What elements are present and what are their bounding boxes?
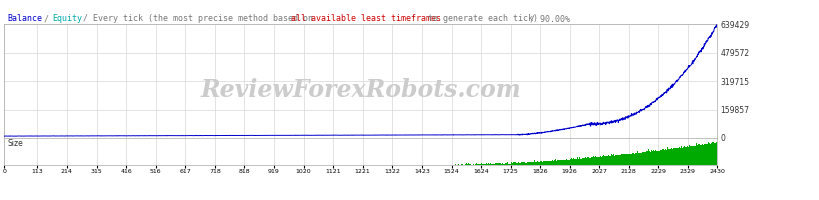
Text: Balance: Balance <box>7 14 43 23</box>
Text: /: / <box>38 14 53 23</box>
Text: ReviewForexRobots.com: ReviewForexRobots.com <box>200 78 521 102</box>
Text: / Every tick (the most precise method based on: / Every tick (the most precise method ba… <box>79 14 318 23</box>
Text: to generate each tick): to generate each tick) <box>423 14 538 23</box>
Text: Size: Size <box>7 139 24 148</box>
Text: all available least timeframes: all available least timeframes <box>291 14 440 23</box>
Text: / 90.00%: / 90.00% <box>524 14 569 23</box>
Text: Equity: Equity <box>52 14 82 23</box>
